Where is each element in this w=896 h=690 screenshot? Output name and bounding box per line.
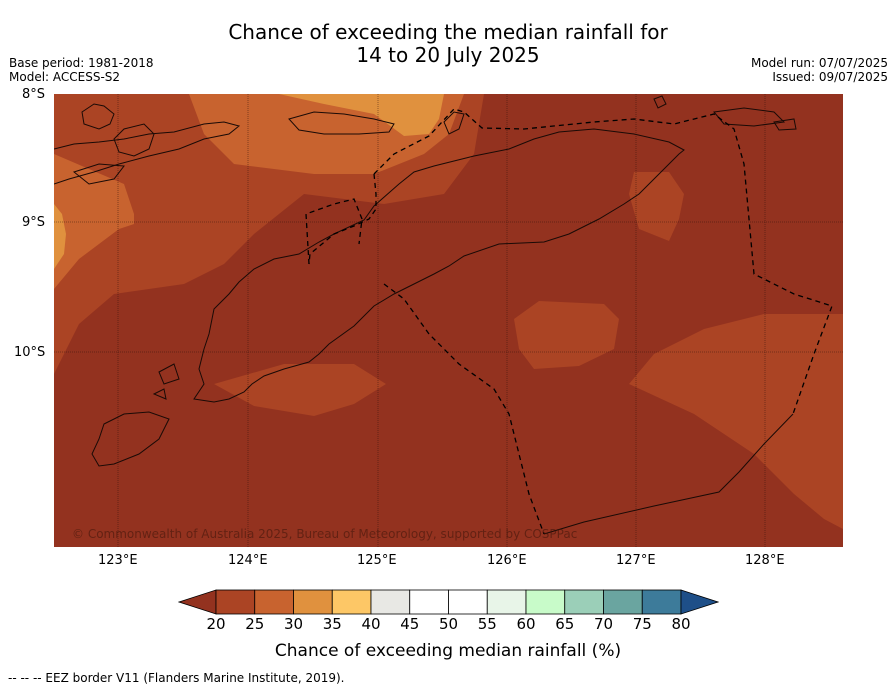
island-row-north [54, 121, 241, 185]
island-group-west [72, 103, 155, 185]
island-east-2 [713, 107, 797, 131]
lat-label-10s: 10°S [14, 345, 46, 360]
colorbar-tick-label: 75 [632, 615, 652, 633]
colorbar-ticks: 20 25 30 35 40 45 50 55 60 65 70 75 80 [0, 615, 896, 635]
coastline [54, 95, 797, 535]
colorbar-tick-label: 40 [361, 615, 381, 633]
contour-25-central [514, 301, 619, 369]
colorbar-tick-label: 25 [245, 615, 265, 633]
colorbar-segment [370, 589, 411, 615]
colorbar-tick-label: 50 [438, 615, 459, 633]
colorbar-segment [215, 589, 256, 615]
title-line-1: Chance of exceeding the median rainfall … [228, 20, 668, 44]
lon-label-124e: 124°E [228, 553, 268, 568]
model-run: Model run: 07/07/2025 [750, 56, 888, 70]
australia-coast [543, 413, 794, 535]
colorbar-svg [177, 589, 720, 615]
lon-label-125e: 125°E [357, 553, 397, 568]
model-name: Model: ACCESS-S2 [9, 70, 121, 84]
colorbar [177, 589, 720, 615]
graticule [54, 94, 843, 547]
map-canvas [54, 94, 843, 547]
colorbar-segment [486, 589, 527, 615]
colorbar-segment [641, 589, 682, 615]
lon-label-128e: 128°E [745, 553, 785, 568]
lat-label-8s: 8°S [22, 87, 46, 102]
contour-25-southeast [629, 314, 843, 529]
island-small-1 [443, 111, 465, 135]
colorbar-tick-label: 45 [400, 615, 420, 633]
colorbar-segment [293, 589, 333, 615]
colorbar-tick-label: 35 [322, 615, 342, 633]
rainfall-map: © Commonwealth of Australia 2025, Bureau… [54, 94, 843, 547]
colorbar-tick-label: 30 [283, 615, 304, 633]
colorbar-arrow-low [177, 589, 217, 615]
lon-label-126e: 126°E [487, 553, 527, 568]
lat-label-9s: 9°S [22, 215, 46, 230]
colorbar-segment [331, 589, 372, 615]
island-north-central [288, 111, 395, 135]
colorbar-tick-label: 70 [593, 615, 614, 633]
colorbar-segment [564, 589, 604, 615]
eez-footnote: -- -- -- EEZ border V11 (Flanders Marine… [8, 671, 345, 685]
south-islands [91, 363, 180, 467]
timor-coast [193, 128, 685, 403]
eez-border [305, 108, 833, 535]
colorbar-tick-label: 80 [671, 615, 691, 633]
colorbar-segment [448, 589, 488, 615]
contour-25-south [214, 364, 386, 416]
contour-25-east [629, 172, 684, 241]
title-line-2: 14 to 20 July 2025 [356, 43, 540, 67]
base-period: Base period: 1981-2018 [9, 56, 154, 70]
colorbar-tick-label: 65 [555, 615, 575, 633]
contour-35-west [54, 204, 66, 269]
colorbar-segment [254, 589, 294, 615]
colorbar-segment [409, 589, 449, 615]
copyright-notice: © Commonwealth of Australia 2025, Bureau… [72, 527, 578, 541]
colorbar-label: Chance of exceeding median rainfall (%) [274, 641, 622, 661]
colorbar-tick-label: 55 [477, 615, 497, 633]
colorbar-segment [525, 589, 566, 615]
contour-30-north [54, 154, 134, 289]
colorbar-tick-label: 60 [516, 615, 536, 633]
lon-label-127e: 127°E [616, 553, 656, 568]
issued-date: Issued: 09/07/2025 [772, 70, 888, 84]
colorbar-segment [603, 589, 643, 615]
island-east-1 [653, 95, 667, 109]
lon-label-123e: 123°E [98, 553, 138, 568]
colorbar-tick-label: 20 [206, 615, 226, 633]
contour-35-top [279, 94, 444, 136]
colorbar-arrow-high [680, 589, 720, 615]
